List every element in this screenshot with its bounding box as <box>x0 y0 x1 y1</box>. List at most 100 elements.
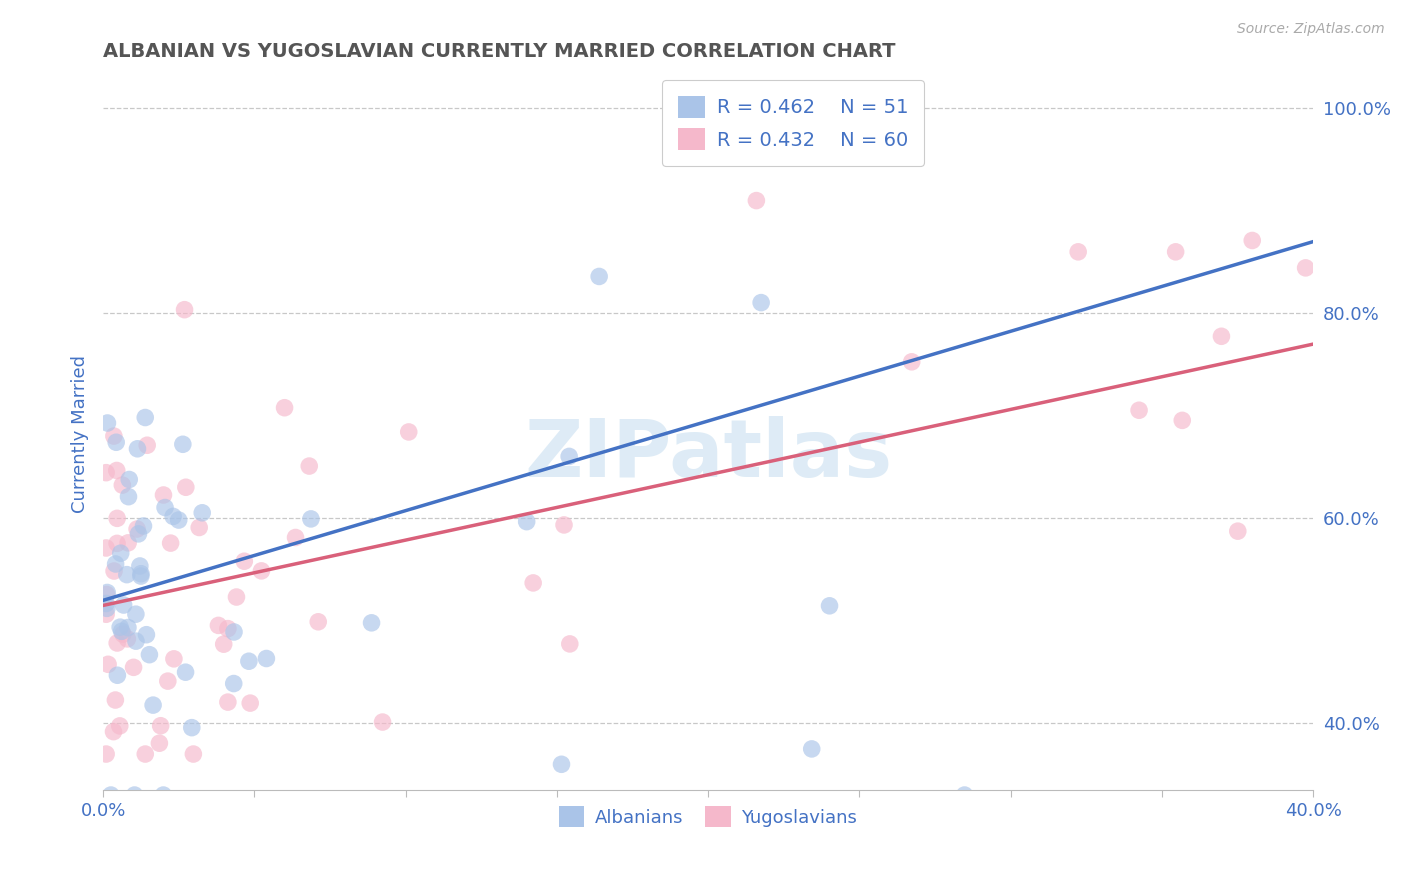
Point <box>163 652 186 666</box>
Point <box>233 554 256 568</box>
Point <box>96 466 118 480</box>
Point <box>103 724 125 739</box>
Point <box>800 742 823 756</box>
Point <box>818 599 841 613</box>
Point <box>111 624 134 639</box>
Point <box>558 637 581 651</box>
Point <box>125 607 148 622</box>
Point <box>162 509 184 524</box>
Point <box>1241 234 1264 248</box>
Point <box>1067 244 1090 259</box>
Point <box>183 747 205 761</box>
Point <box>152 488 174 502</box>
Point <box>254 651 277 665</box>
Point <box>298 458 321 473</box>
Point <box>110 546 132 560</box>
Point <box>172 437 194 451</box>
Point <box>550 757 572 772</box>
Point <box>105 536 128 550</box>
Point <box>749 295 772 310</box>
Point <box>135 628 157 642</box>
Point <box>115 567 138 582</box>
Point <box>103 429 125 443</box>
Point <box>239 696 262 710</box>
Point <box>104 557 127 571</box>
Point <box>1171 413 1194 427</box>
Point <box>299 512 322 526</box>
Point <box>153 500 176 515</box>
Point <box>516 515 538 529</box>
Point <box>111 478 134 492</box>
Point <box>96 585 118 599</box>
Point <box>124 788 146 802</box>
Point <box>174 665 197 680</box>
Point <box>307 615 329 629</box>
Point <box>588 269 610 284</box>
Point <box>207 618 229 632</box>
Text: ZIPatlas: ZIPatlas <box>524 417 893 494</box>
Point <box>132 519 155 533</box>
Point <box>273 401 295 415</box>
Point <box>159 536 181 550</box>
Point <box>360 615 382 630</box>
Point <box>138 648 160 662</box>
Point <box>117 621 139 635</box>
Point <box>129 566 152 581</box>
Point <box>1164 244 1187 259</box>
Point <box>96 601 118 615</box>
Point <box>134 747 156 761</box>
Point <box>122 660 145 674</box>
Point <box>222 676 245 690</box>
Point <box>156 674 179 689</box>
Point <box>96 587 118 601</box>
Point <box>105 636 128 650</box>
Point <box>127 527 149 541</box>
Point <box>745 194 768 208</box>
Point <box>522 575 544 590</box>
Point <box>553 517 575 532</box>
Point <box>112 598 135 612</box>
Point <box>167 513 190 527</box>
Point <box>238 654 260 668</box>
Text: Source: ZipAtlas.com: Source: ZipAtlas.com <box>1237 22 1385 37</box>
Point <box>96 747 118 761</box>
Point <box>1211 329 1233 343</box>
Point <box>284 531 307 545</box>
Point <box>398 425 420 439</box>
Point <box>180 721 202 735</box>
Point <box>96 416 118 430</box>
Point <box>129 569 152 583</box>
Legend: Albanians, Yugoslavians: Albanians, Yugoslavians <box>551 799 865 834</box>
Point <box>250 564 273 578</box>
Point <box>148 736 170 750</box>
Point <box>217 695 239 709</box>
Point <box>134 410 156 425</box>
Point <box>128 559 150 574</box>
Point <box>188 520 211 534</box>
Point <box>108 719 131 733</box>
Point <box>103 564 125 578</box>
Point <box>225 590 247 604</box>
Point <box>174 480 197 494</box>
Point <box>117 632 139 646</box>
Point <box>1226 524 1249 538</box>
Point <box>1295 260 1317 275</box>
Point <box>149 719 172 733</box>
Point <box>953 788 976 802</box>
Y-axis label: Currently Married: Currently Married <box>72 355 89 513</box>
Point <box>217 622 239 636</box>
Point <box>96 541 118 555</box>
Point <box>108 620 131 634</box>
Point <box>125 634 148 648</box>
Point <box>97 657 120 672</box>
Point <box>105 668 128 682</box>
Point <box>105 463 128 477</box>
Point <box>111 627 134 641</box>
Point <box>105 511 128 525</box>
Point <box>100 788 122 802</box>
Point <box>117 536 139 550</box>
Point <box>371 714 394 729</box>
Point <box>104 693 127 707</box>
Point <box>152 788 174 802</box>
Point <box>125 522 148 536</box>
